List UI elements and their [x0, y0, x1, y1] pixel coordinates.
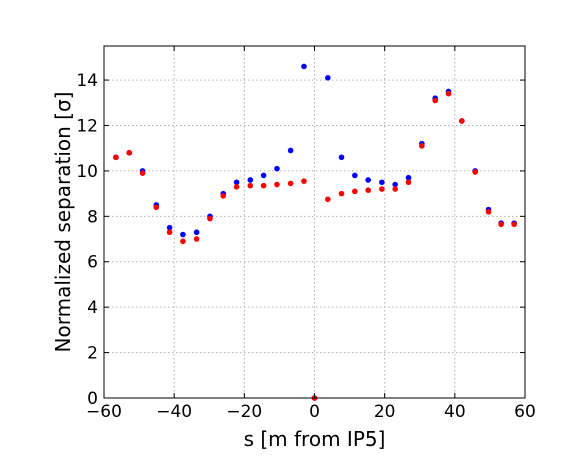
data-point: [325, 196, 331, 203]
grid-lines: [103, 46, 526, 399]
data-point: [325, 74, 331, 81]
data-point: [352, 188, 358, 195]
data-point: [287, 147, 294, 154]
data-point: [274, 165, 280, 172]
data-point: [379, 186, 385, 192]
data-point: [247, 177, 254, 183]
data-point: [113, 154, 119, 161]
axis-ticks: [103, 46, 526, 399]
y-tick-label: 14: [76, 71, 98, 91]
data-point: [338, 190, 345, 197]
data-point: [274, 181, 280, 188]
data-point: [352, 172, 358, 179]
data-point: [392, 181, 398, 188]
x-tick-label: 60: [514, 402, 536, 422]
data-point: [472, 169, 478, 175]
data-point: [365, 187, 371, 194]
data-points: [113, 63, 517, 401]
data-point: [392, 186, 398, 192]
data-point: [260, 172, 267, 179]
y-tick-label: 2: [87, 344, 98, 364]
y-tick-label: 8: [87, 207, 98, 227]
x-tick-label: 40: [444, 402, 466, 422]
data-point: [193, 229, 200, 236]
y-axis-label: Normalized separation [σ]: [51, 92, 75, 353]
data-point: [485, 208, 492, 215]
y-tick-label: 10: [76, 162, 98, 182]
data-point: [445, 90, 452, 97]
data-point: [153, 204, 160, 211]
data-point: [301, 178, 307, 184]
data-point: [419, 143, 425, 149]
data-point: [247, 182, 254, 189]
data-point: [365, 177, 371, 183]
x-axis-label: s [m from IP5]: [244, 427, 386, 451]
data-point: [166, 229, 173, 236]
data-point: [301, 63, 307, 70]
data-point: [405, 174, 412, 181]
data-point: [405, 179, 412, 186]
y-tick-label: 6: [87, 253, 98, 273]
x-tick-label: −40: [156, 402, 192, 422]
data-point: [498, 221, 504, 228]
data-point: [511, 221, 517, 228]
data-point: [338, 154, 345, 161]
data-point: [166, 224, 173, 231]
data-point: [180, 231, 186, 238]
y-tick-label: 0: [87, 389, 98, 409]
data-point: [207, 215, 213, 222]
data-point: [233, 179, 240, 186]
x-tick-labels: −60 −40 −20 0 20 40 60: [86, 402, 536, 422]
data-point: [139, 170, 146, 176]
data-point: [432, 97, 438, 104]
x-tick-label: 20: [374, 402, 396, 422]
x-tick-label: 0: [309, 402, 320, 422]
data-point: [180, 238, 186, 245]
y-tick-label: 4: [87, 298, 98, 318]
data-point: [260, 182, 267, 189]
data-point: [287, 180, 294, 187]
data-point: [126, 149, 133, 156]
series-2: [113, 90, 517, 401]
data-point: [459, 118, 465, 124]
data-point: [379, 179, 385, 186]
data-point: [233, 184, 240, 190]
x-tick-label: −60: [86, 402, 122, 422]
y-tick-label: 12: [76, 116, 98, 136]
x-tick-label: −20: [226, 402, 262, 422]
y-tick-labels: 0 2 4 6 8 10 12 14: [76, 71, 98, 409]
data-point: [220, 193, 227, 199]
data-point: [193, 236, 200, 242]
